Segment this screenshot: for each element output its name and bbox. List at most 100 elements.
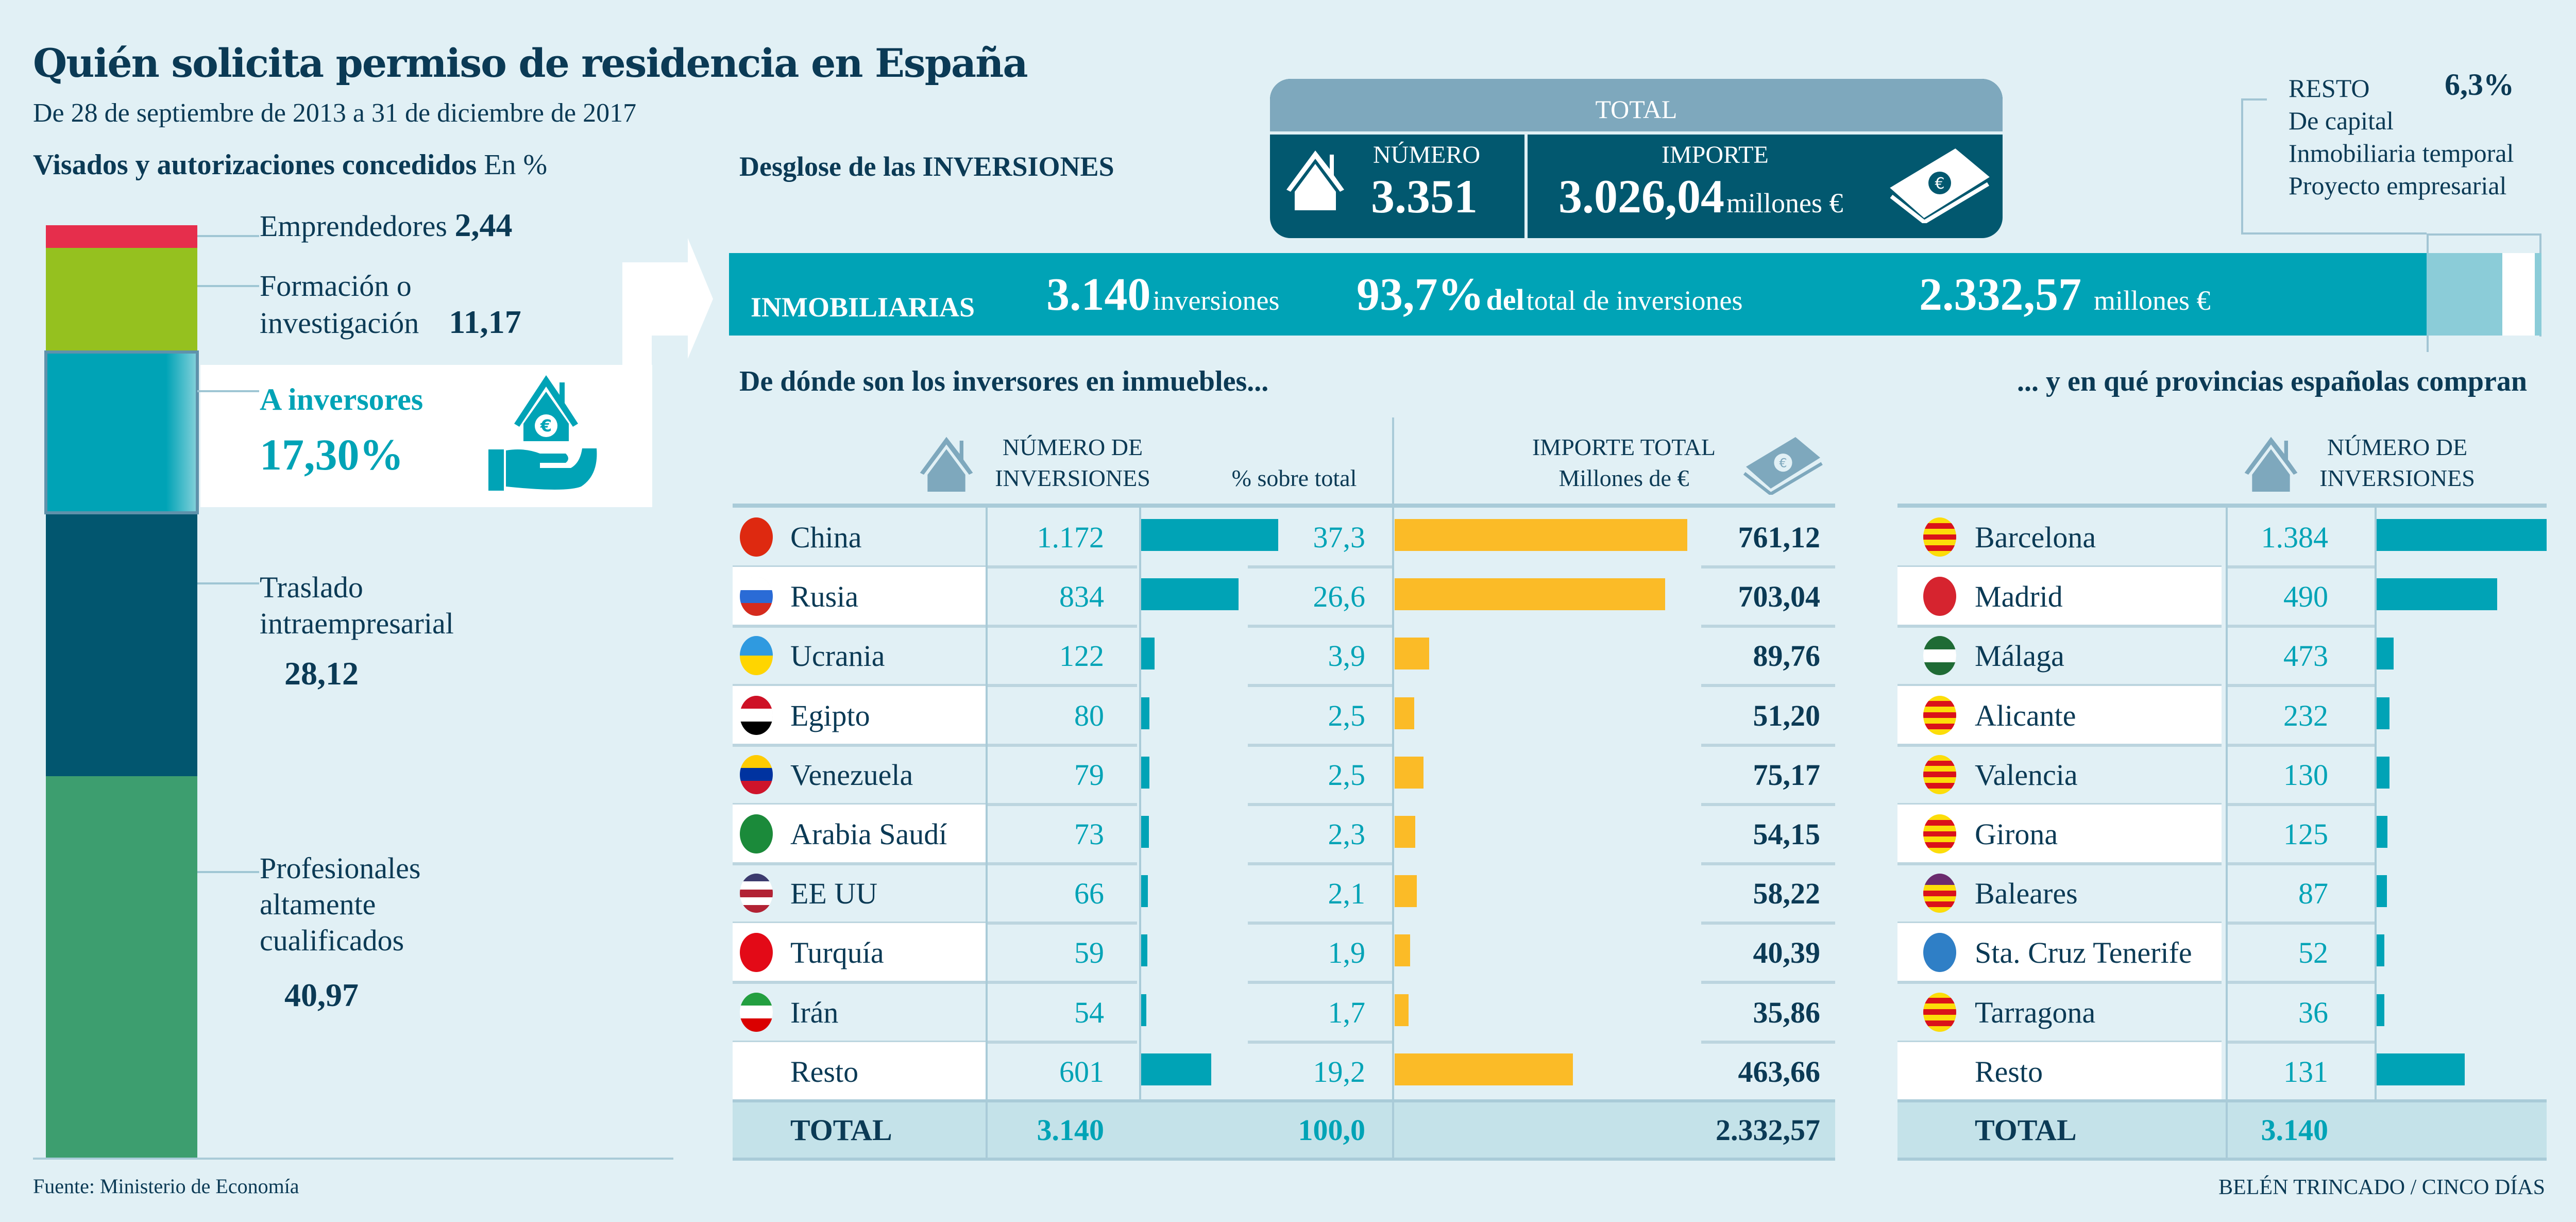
count-bar <box>2376 519 2547 551</box>
table-row: Ucrania 122 3,9 89,76 <box>733 626 1835 688</box>
row-bg-highlight <box>733 805 986 864</box>
flag-stripe <box>740 905 773 913</box>
importe-label: IMPORTE <box>1662 141 1769 169</box>
label-formacion-line2: investigación 11,17 <box>260 304 521 341</box>
header-numero-line1: NÚMERO DE <box>1002 434 1143 460</box>
column-divider <box>1392 1101 1394 1159</box>
numero-label: NÚMERO <box>1373 141 1481 169</box>
resto-bracket <box>2241 98 2243 233</box>
flag-stripe <box>1923 695 1956 701</box>
band-resto-gap <box>2502 253 2535 336</box>
table-row: Tarragona 36 <box>1897 983 2547 1044</box>
resto-item: Inmobiliaria temporal <box>2289 139 2514 168</box>
visados-unit: En % <box>477 149 548 181</box>
flag-stripe <box>1923 814 1956 820</box>
total-header: TOTAL <box>1270 79 2003 131</box>
pct-bar <box>1140 756 1149 789</box>
province-name: Tarragona <box>1975 995 2096 1029</box>
flag-stripe <box>1923 772 1956 778</box>
country-name: Rusia <box>790 580 859 614</box>
row-separator <box>1701 981 1835 984</box>
flag-stripe <box>1923 848 1956 853</box>
flag-stripe <box>740 897 773 905</box>
flag-stripe <box>1923 783 1956 789</box>
flag-icon <box>740 814 773 853</box>
flag-icon <box>740 517 773 557</box>
total-line <box>733 1099 1835 1102</box>
table-row: Arabia Saudí 73 2,3 54,15 <box>733 805 1835 865</box>
flag-stripe <box>1923 712 1956 718</box>
flag-stripe <box>1923 777 1956 783</box>
country-amount: 761,12 <box>1738 521 1821 554</box>
province-name: Valencia <box>1975 758 2078 792</box>
row-bg-highlight <box>733 567 986 627</box>
flag-stripe <box>1923 755 1956 761</box>
row-separator <box>1897 862 2222 865</box>
row-separator <box>2228 981 2375 984</box>
row-separator <box>733 625 986 628</box>
count-bar <box>2376 1053 2465 1085</box>
province-count: 473 <box>2283 639 2328 673</box>
flag-icon <box>1923 636 1956 676</box>
value-a-inversores: 17,30% <box>260 430 404 479</box>
count-bar <box>2376 697 2389 729</box>
pct-bar <box>1140 697 1149 729</box>
row-separator <box>988 743 1137 747</box>
resto-percentage: 6,3% <box>2445 68 2514 102</box>
country-pct: 2,5 <box>1328 698 1366 732</box>
row-separator <box>1701 802 1835 806</box>
pct-bar <box>1140 934 1147 967</box>
label-traslado: Traslado intraempresarial <box>260 570 454 642</box>
country-name: Arabia Saudí <box>790 817 947 851</box>
pct-bar <box>1140 519 1278 551</box>
total-amount: 2.332,57 <box>1716 1113 1820 1147</box>
flag-stripe <box>1923 836 1956 843</box>
column-divider <box>2226 508 2228 1159</box>
country-name: EE UU <box>790 877 878 911</box>
page-subtitle: De 28 de septiembre de 2013 a 31 de dici… <box>33 98 637 128</box>
country-name: Egipto <box>790 698 870 732</box>
pct-bar <box>1140 638 1155 670</box>
visados-heading-text: Visados y autorizaciones concedidos <box>33 149 477 181</box>
bar-segment-0 <box>46 225 197 248</box>
row-separator <box>988 922 1137 925</box>
flag-stripe <box>1923 545 1956 551</box>
band-pct: 93,7% <box>1357 269 1484 320</box>
flag-stripe <box>1923 707 1956 713</box>
band-amount-group: 2.332,57 millones € <box>1919 268 2211 321</box>
flag-stripe <box>1923 636 1956 649</box>
row-separator <box>1897 565 2222 568</box>
flag-icon <box>1923 695 1956 735</box>
country-count: 54 <box>1074 995 1104 1029</box>
count-bar <box>2376 994 2384 1026</box>
leader-line <box>197 235 259 237</box>
total-line <box>1897 1158 2547 1161</box>
row-separator <box>2228 1040 2375 1044</box>
country-amount: 40,39 <box>1753 936 1821 970</box>
flag-stripe <box>1923 701 1956 707</box>
row-separator <box>2228 802 2375 806</box>
row-separator <box>988 862 1137 865</box>
house-in-hand-euro-icon: € <box>488 375 597 491</box>
band-count-group: 3.140 inversiones <box>1046 268 1279 321</box>
header-numero-line2: INVERSIONES <box>995 465 1150 491</box>
row-separator <box>2228 565 2375 568</box>
column-divider <box>986 1101 988 1159</box>
table-row: Venezuela 79 2,5 75,17 <box>733 745 1835 806</box>
row-separator <box>1248 1040 1392 1044</box>
province-name: Girona <box>1975 817 2058 851</box>
label-emprendedores-text: Emprendedores <box>260 209 447 243</box>
row-separator <box>988 1040 1137 1044</box>
table-row: Sta. Cruz Tenerife 52 <box>1897 923 2547 984</box>
province-count: 36 <box>2298 995 2328 1029</box>
band-pct-text: total de inversiones <box>1526 285 1743 316</box>
label-traslado-line1: Traslado <box>260 571 363 604</box>
row-separator <box>1248 684 1392 688</box>
country-count: 66 <box>1074 877 1104 911</box>
header-numero: NÚMERO DE INVERSIONES <box>980 432 1165 494</box>
header-line <box>1897 504 2547 508</box>
table-row: Valencia 130 <box>1897 745 2547 806</box>
bar-segment-3 <box>46 513 197 777</box>
country-pct: 2,3 <box>1328 817 1366 851</box>
flag-icon <box>1923 517 1956 557</box>
